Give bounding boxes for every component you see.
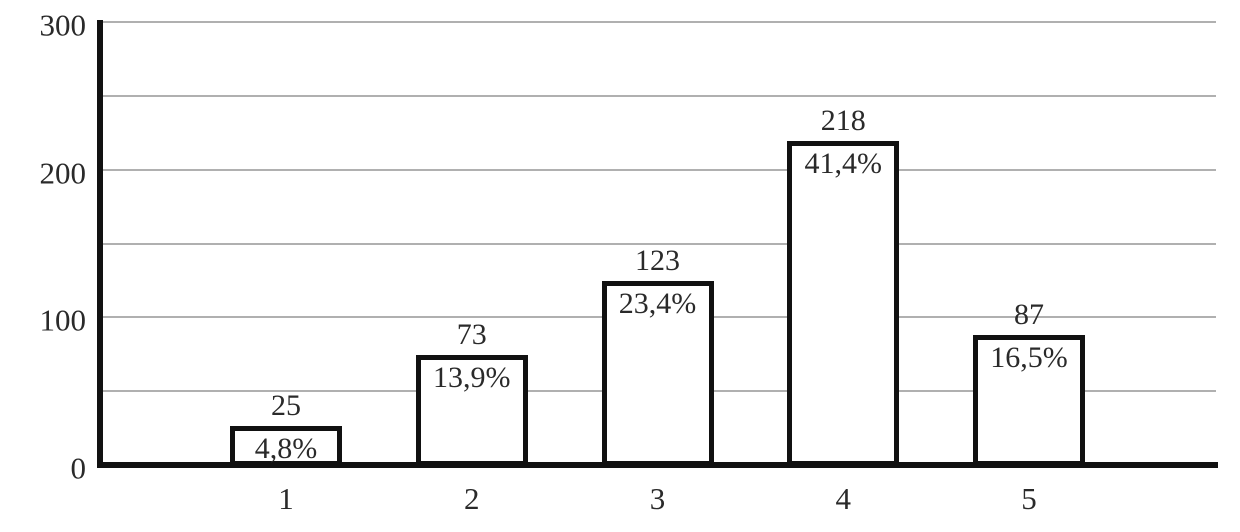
x-tick-label: 4 (835, 481, 852, 516)
bar-value-label: 25 (271, 389, 301, 422)
bar-value-label: 73 (456, 318, 487, 351)
bar: 4,8% (230, 426, 342, 466)
gridline (100, 21, 1216, 23)
bar-value-label: 123 (635, 244, 680, 277)
bar-value-label: 218 (820, 104, 866, 137)
bar-percent-label: 16,5% (990, 341, 1068, 374)
x-tick-label: 1 (278, 481, 294, 516)
bar-percent-label: 4,8% (254, 432, 318, 465)
bar: 23,4% (601, 281, 714, 466)
x-tick-label: 2 (464, 481, 480, 516)
bar: 41,4% (787, 141, 900, 466)
bar: 13,9% (415, 355, 528, 466)
x-tick-label: 5 (1021, 481, 1037, 516)
gridline (100, 168, 1216, 171)
bar: 16,5% (973, 335, 1085, 466)
y-tick-label: 100 (39, 302, 87, 338)
gridline (100, 242, 1216, 245)
y-tick-label: 0 (70, 450, 87, 486)
bar-value-label: 87 (1014, 298, 1044, 331)
bar-percent-label: 13,9% (433, 361, 511, 394)
bar-percent-label: 41,4% (804, 147, 883, 180)
y-tick-label: 200 (39, 155, 87, 191)
x-tick-label: 3 (649, 481, 666, 516)
y-tick-label: 300 (39, 7, 87, 43)
gridline (100, 94, 1216, 97)
y-axis-line (97, 20, 103, 468)
bar-percent-label: 23,4% (618, 287, 697, 320)
